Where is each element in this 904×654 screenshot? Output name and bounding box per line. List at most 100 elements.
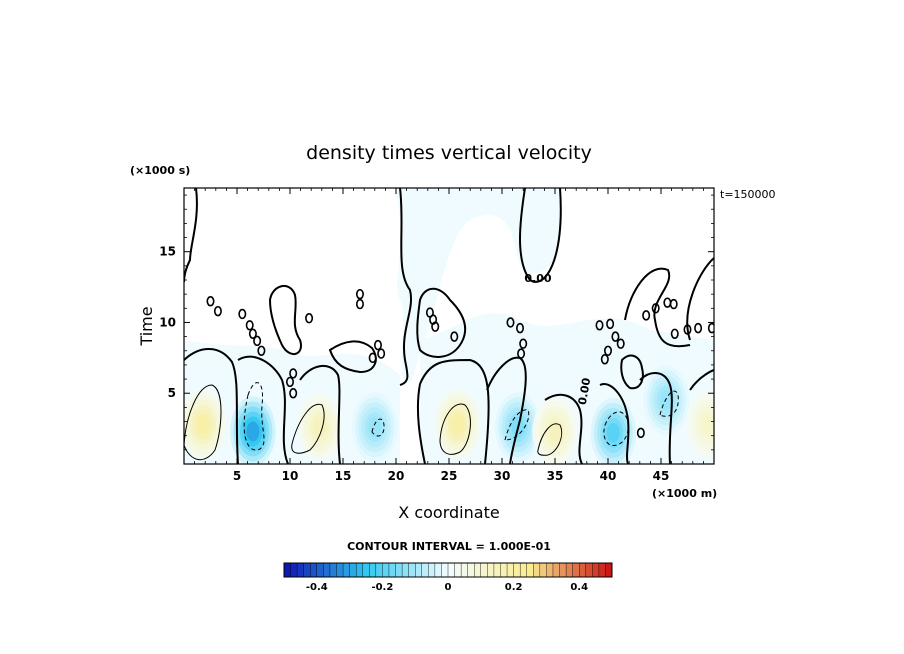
y-tick-label: 15 <box>159 245 176 259</box>
colorbar-cell <box>355 562 364 578</box>
x-tick-label: 20 <box>388 469 405 483</box>
x-tick-label: 30 <box>494 469 511 483</box>
zero-contour-line <box>416 383 426 464</box>
contour-ring <box>600 354 609 365</box>
x-tick-label: 10 <box>282 469 299 483</box>
zero-contour-line <box>486 356 527 464</box>
contour-ring <box>253 335 262 347</box>
contour-ring <box>595 320 604 331</box>
colorbar-cell <box>579 562 587 578</box>
colorbar-cell <box>605 562 613 578</box>
negative-contour-line <box>659 390 679 417</box>
x-tick-label: 15 <box>335 469 352 483</box>
zero-contour-line <box>620 354 644 390</box>
colorbar-cell <box>369 562 377 578</box>
field-blob <box>450 414 464 435</box>
zero-contour-line <box>237 355 289 464</box>
colorbar-cell <box>474 562 482 578</box>
contour-ring <box>355 288 364 300</box>
colorbar-cell <box>329 562 337 578</box>
field-blob <box>702 414 714 435</box>
field-blob <box>548 421 562 442</box>
contour-ring <box>206 296 215 307</box>
zero-contour-line <box>624 267 691 348</box>
colorbar-cell <box>519 562 528 578</box>
contour-ring <box>238 308 247 320</box>
zero-contour-line <box>184 348 239 464</box>
zero-contour-line <box>299 365 341 464</box>
field-blob <box>313 417 327 438</box>
x-axis: 5 10 15 20 25 30 35 40 45 <box>194 188 704 483</box>
colorbar-cell <box>375 562 383 578</box>
colorbar-cell <box>415 562 423 578</box>
y-axis: 5 10 15 <box>159 194 714 451</box>
contour-ring <box>683 324 692 335</box>
zero-contour-line <box>419 358 490 464</box>
colorbar-tick-label: -0.2 <box>371 582 393 593</box>
colorbar-cell <box>362 562 370 578</box>
contour-ring <box>248 328 257 339</box>
contour-interval-label: CONTOUR INTERVAL = 1.000E-01 <box>347 540 551 553</box>
colorbar-tick-label: 0.2 <box>505 582 523 593</box>
field-blob <box>606 422 620 443</box>
positive-contour-line <box>439 403 471 455</box>
colorbar <box>283 562 613 578</box>
zero-contour-line <box>328 340 377 374</box>
colorbar-cell <box>401 562 410 578</box>
negative-contour-line <box>504 409 530 441</box>
y-tick-label: 5 <box>168 386 176 400</box>
colorbar-cell <box>310 562 318 578</box>
colorbar-cell <box>454 562 462 578</box>
x-tick-label: 25 <box>441 469 458 483</box>
colorbar-tick-label: 0.4 <box>570 582 588 593</box>
zero-contour-line <box>416 287 467 358</box>
field-blob <box>196 414 210 435</box>
colorbar-cell <box>552 562 561 578</box>
blob-group <box>184 365 714 464</box>
y-tick-label: 10 <box>159 315 176 329</box>
colorbar-cell <box>487 562 495 578</box>
contour-ring <box>636 427 645 439</box>
colorbar-cell <box>303 562 311 578</box>
negative-contour-line <box>603 411 629 447</box>
contour-ring <box>611 331 620 342</box>
colorbar-cell <box>323 562 331 578</box>
zero-contour-line <box>268 285 302 355</box>
colorbar-cell <box>296 562 305 578</box>
colorbar-cell <box>480 562 488 578</box>
contour-ring <box>670 328 679 339</box>
colorbar-cell <box>585 562 593 578</box>
contour-ring <box>213 305 222 317</box>
contour-ring <box>285 376 294 388</box>
colorbar-cell <box>500 562 508 578</box>
colorbar-cell <box>283 562 292 578</box>
colorbar-cell <box>395 562 403 578</box>
zero-contour-line <box>399 188 412 386</box>
negative-contour-line <box>371 418 385 437</box>
colorbar-cell <box>493 562 501 578</box>
colorbar-cell <box>559 562 567 578</box>
colorbar-cell <box>421 562 429 578</box>
colorbar-cell <box>382 562 390 578</box>
contour-ring <box>516 322 525 334</box>
x-tick-label: 5 <box>233 469 241 483</box>
colorbar-ticks: -0.4 -0.2 0 0.2 0.4 <box>306 582 588 593</box>
positive-contours <box>184 384 563 460</box>
contour-ring <box>616 338 625 349</box>
contour-ring <box>651 303 660 314</box>
chart-title: density times vertical velocity <box>306 142 592 164</box>
colorbar-cell <box>441 562 449 578</box>
colorbar-cell <box>546 562 554 578</box>
contour-ring <box>694 322 703 334</box>
contour-ring <box>519 338 528 349</box>
zero-contour-line <box>544 393 583 464</box>
colorbar-tick-label: 0 <box>445 582 452 593</box>
zero-contour-line <box>599 383 630 464</box>
small-contour-rings <box>206 288 714 439</box>
colorbar-cell <box>388 562 397 578</box>
x-tick-label: 45 <box>653 469 670 483</box>
negative-contours <box>243 382 679 451</box>
contour-ring <box>707 322 714 334</box>
negative-contour-line <box>243 382 265 451</box>
contour-ring <box>305 313 314 324</box>
